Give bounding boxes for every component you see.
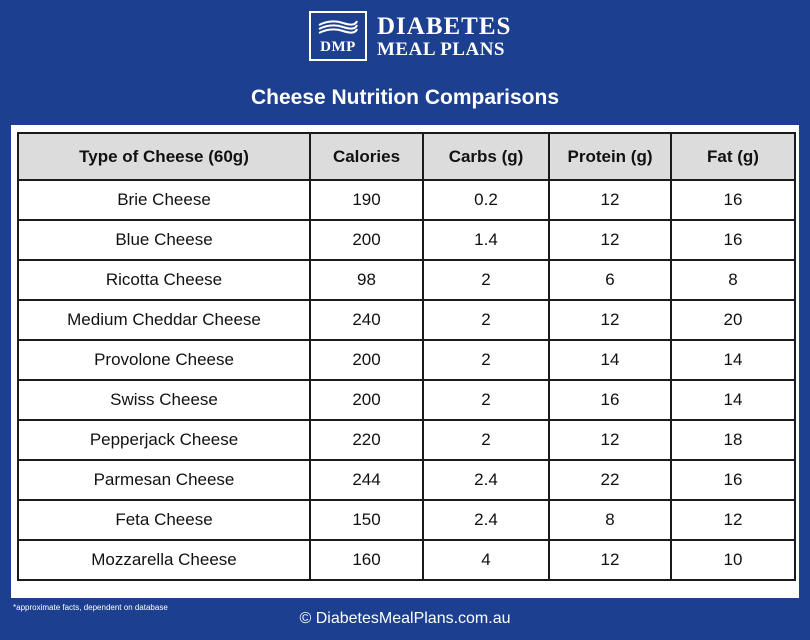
cell-fat: 16 bbox=[670, 219, 796, 261]
cell-carbs: 4 bbox=[422, 539, 550, 581]
cell-fat: 20 bbox=[670, 299, 796, 341]
cell-protein: 22 bbox=[548, 459, 672, 501]
wave-icon bbox=[318, 20, 358, 34]
logo-wordmark: DIABETES MEAL PLANS bbox=[377, 14, 511, 59]
table-row: Ricotta Cheese 98 2 6 8 bbox=[17, 259, 796, 301]
header-protein: Protein (g) bbox=[548, 132, 672, 181]
table-row: Swiss Cheese 200 2 16 14 bbox=[17, 379, 796, 421]
table-panel: Type of Cheese (60g) Calories Carbs (g) … bbox=[11, 125, 799, 598]
table-row: Mozzarella Cheese 160 4 12 10 bbox=[17, 539, 796, 581]
cell-cheese-type: Swiss Cheese bbox=[17, 379, 311, 421]
footnote: *approximate facts, dependent on databas… bbox=[13, 603, 168, 612]
cell-cheese-type: Pepperjack Cheese bbox=[17, 419, 311, 461]
header-cheese-type: Type of Cheese (60g) bbox=[17, 132, 311, 181]
cell-calories: 190 bbox=[309, 179, 424, 221]
logo-line-2: MEAL PLANS bbox=[377, 38, 505, 60]
logo-line-1: DIABETES bbox=[377, 12, 512, 40]
cell-protein: 6 bbox=[548, 259, 672, 301]
cell-calories: 244 bbox=[309, 459, 424, 501]
cell-protein: 12 bbox=[548, 179, 672, 221]
cell-carbs: 2 bbox=[422, 419, 550, 461]
cell-protein: 14 bbox=[548, 339, 672, 381]
cell-carbs: 2.4 bbox=[422, 459, 550, 501]
table-row: Blue Cheese 200 1.4 12 16 bbox=[17, 219, 796, 261]
page-title: Cheese Nutrition Comparisons bbox=[250, 86, 560, 109]
cell-fat: 8 bbox=[670, 259, 796, 301]
cell-fat: 10 bbox=[670, 539, 796, 581]
logo-emblem: DMP bbox=[309, 11, 367, 61]
table-row: Feta Cheese 150 2.4 8 12 bbox=[17, 499, 796, 541]
cell-cheese-type: Brie Cheese bbox=[17, 179, 311, 221]
cheese-nutrition-table: Type of Cheese (60g) Calories Carbs (g) … bbox=[17, 132, 796, 581]
table-row: Pepperjack Cheese 220 2 12 18 bbox=[17, 419, 796, 461]
cell-protein: 8 bbox=[548, 499, 672, 541]
cell-cheese-type: Feta Cheese bbox=[17, 499, 311, 541]
header-fat: Fat (g) bbox=[670, 132, 796, 181]
header-carbs: Carbs (g) bbox=[422, 132, 550, 181]
cell-fat: 12 bbox=[670, 499, 796, 541]
cell-carbs: 0.2 bbox=[422, 179, 550, 221]
header-calories: Calories bbox=[309, 132, 424, 181]
cell-carbs: 2 bbox=[422, 259, 550, 301]
cell-calories: 200 bbox=[309, 219, 424, 261]
cell-cheese-type: Provolone Cheese bbox=[17, 339, 311, 381]
cell-fat: 14 bbox=[670, 379, 796, 421]
cell-fat: 14 bbox=[670, 339, 796, 381]
cell-carbs: 2 bbox=[422, 379, 550, 421]
cell-cheese-type: Mozzarella Cheese bbox=[17, 539, 311, 581]
table-header-row: Type of Cheese (60g) Calories Carbs (g) … bbox=[17, 132, 796, 181]
copyright-notice: © DiabetesMealPlans.com.au bbox=[299, 610, 511, 627]
cell-protein: 12 bbox=[548, 419, 672, 461]
cell-fat: 16 bbox=[670, 179, 796, 221]
cell-cheese-type: Ricotta Cheese bbox=[17, 259, 311, 301]
table-row: Provolone Cheese 200 2 14 14 bbox=[17, 339, 796, 381]
cell-fat: 18 bbox=[670, 419, 796, 461]
cell-calories: 98 bbox=[309, 259, 424, 301]
cell-protein: 12 bbox=[548, 219, 672, 261]
cell-cheese-type: Medium Cheddar Cheese bbox=[17, 299, 311, 341]
cell-protein: 16 bbox=[548, 379, 672, 421]
table-row: Medium Cheddar Cheese 240 2 12 20 bbox=[17, 299, 796, 341]
cell-fat: 16 bbox=[670, 459, 796, 501]
cell-cheese-type: Blue Cheese bbox=[17, 219, 311, 261]
cell-carbs: 2.4 bbox=[422, 499, 550, 541]
table-row: Parmesan Cheese 244 2.4 22 16 bbox=[17, 459, 796, 501]
cell-calories: 160 bbox=[309, 539, 424, 581]
cell-calories: 220 bbox=[309, 419, 424, 461]
cell-cheese-type: Parmesan Cheese bbox=[17, 459, 311, 501]
cell-calories: 150 bbox=[309, 499, 424, 541]
cell-protein: 12 bbox=[548, 539, 672, 581]
cell-protein: 12 bbox=[548, 299, 672, 341]
cell-carbs: 2 bbox=[422, 339, 550, 381]
cell-calories: 200 bbox=[309, 379, 424, 421]
cell-carbs: 1.4 bbox=[422, 219, 550, 261]
cell-carbs: 2 bbox=[422, 299, 550, 341]
cell-calories: 240 bbox=[309, 299, 424, 341]
brand-logo: DMP DIABETES MEAL PLANS bbox=[309, 11, 511, 61]
cell-calories: 200 bbox=[309, 339, 424, 381]
table-row: Brie Cheese 190 0.2 12 16 bbox=[17, 179, 796, 221]
logo-monogram: DMP bbox=[320, 39, 356, 55]
